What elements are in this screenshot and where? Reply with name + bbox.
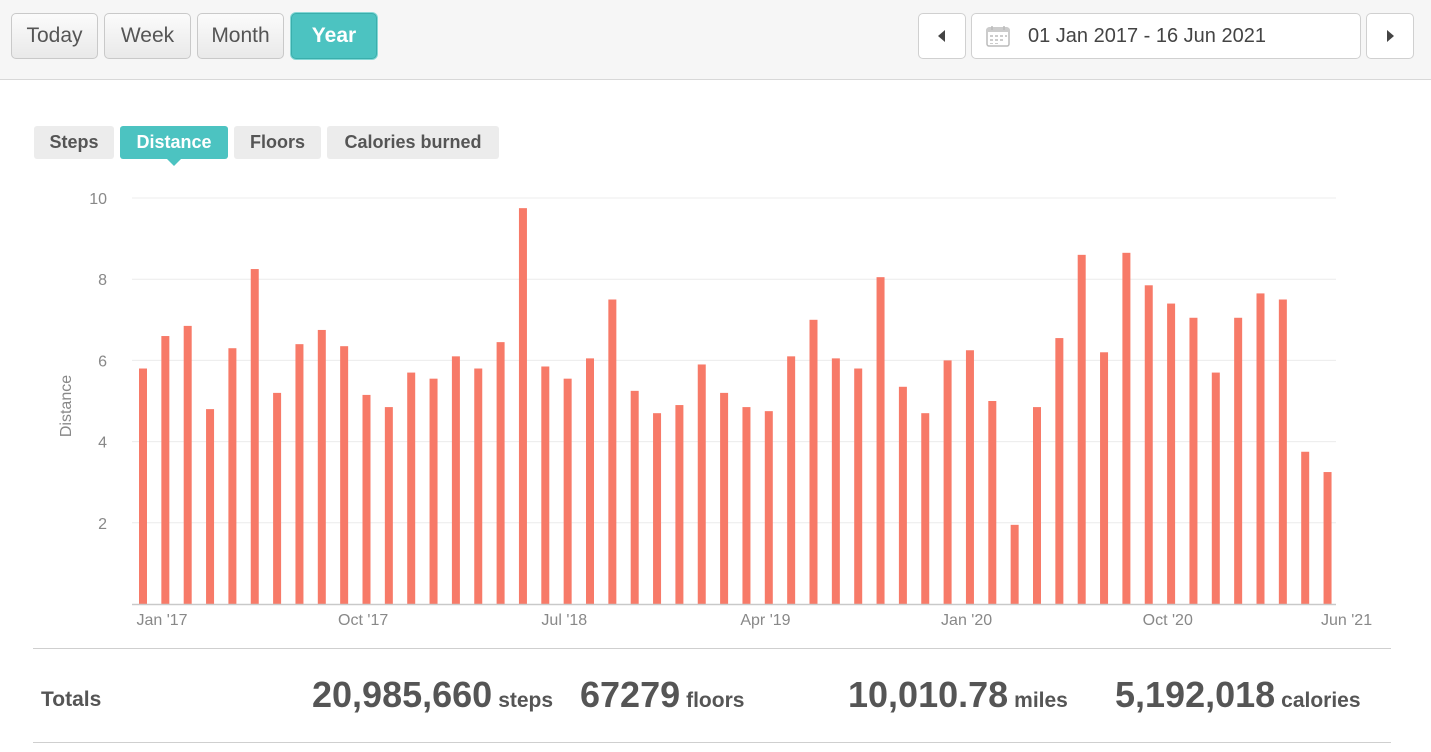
bar bbox=[518, 208, 527, 604]
bar bbox=[541, 366, 550, 604]
y-tick-label: 2 bbox=[98, 516, 107, 533]
bar bbox=[206, 409, 215, 604]
bar bbox=[988, 401, 997, 604]
bar bbox=[943, 360, 952, 604]
bar bbox=[697, 364, 706, 604]
triangle-right-icon bbox=[1387, 30, 1394, 42]
bar bbox=[1100, 352, 1109, 604]
x-tick-label: Jul '18 bbox=[541, 612, 587, 629]
distance-bar-chart: 2 4 6 8 10 Distance Jan '17 Oct '17 Jul '18 Apr '… bbox=[58, 191, 1372, 629]
total-calories: 5,192,018 calories bbox=[1115, 674, 1361, 716]
next-period-button[interactable] bbox=[1366, 13, 1414, 59]
month-button[interactable]: Month bbox=[197, 13, 284, 59]
x-tick-label: Apr '19 bbox=[740, 612, 790, 629]
bar bbox=[1010, 524, 1019, 604]
bar bbox=[1189, 317, 1198, 604]
bar bbox=[764, 411, 773, 604]
bar bbox=[429, 378, 438, 604]
bar bbox=[1301, 451, 1310, 604]
bar bbox=[1167, 303, 1176, 604]
week-button[interactable]: Week bbox=[104, 13, 191, 59]
bar bbox=[317, 329, 326, 604]
bar bbox=[653, 413, 662, 604]
bar bbox=[898, 386, 907, 604]
bar bbox=[1033, 407, 1041, 604]
totals-label: Totals bbox=[41, 688, 102, 711]
today-button[interactable]: Today bbox=[11, 13, 98, 59]
bar bbox=[340, 346, 349, 604]
bar bbox=[1323, 472, 1332, 604]
bar bbox=[675, 405, 684, 604]
previous-period-button[interactable] bbox=[918, 13, 966, 59]
total-miles: 10,010.78 miles bbox=[848, 674, 1068, 716]
total-floors-unit: floors bbox=[686, 689, 745, 712]
total-floors: 67279 floors bbox=[580, 674, 744, 716]
tab-distance[interactable]: Distance bbox=[120, 126, 228, 166]
bar bbox=[586, 358, 594, 604]
y-tick-label: 8 bbox=[98, 272, 107, 289]
bar bbox=[563, 378, 572, 604]
bar bbox=[161, 336, 170, 604]
bar bbox=[496, 342, 505, 604]
date-range-picker[interactable]: 01 Jan 2017 - 16 Jun 2021 bbox=[971, 13, 1361, 59]
bar bbox=[720, 392, 729, 604]
totals-top-divider bbox=[33, 648, 1391, 649]
total-miles-unit: miles bbox=[1014, 689, 1068, 712]
x-tick-label: Jun '21 bbox=[1321, 612, 1372, 629]
bar bbox=[1256, 293, 1265, 604]
bar bbox=[139, 368, 147, 604]
date-range-text: 01 Jan 2017 - 16 Jun 2021 bbox=[1028, 24, 1266, 47]
year-button[interactable]: Year bbox=[291, 13, 377, 59]
bar bbox=[407, 372, 416, 604]
total-calories-unit: calories bbox=[1281, 689, 1361, 712]
bar bbox=[921, 413, 930, 604]
bar bbox=[362, 394, 371, 604]
x-tick-label: Oct '20 bbox=[1143, 612, 1193, 629]
x-tick-label: Oct '17 bbox=[338, 612, 388, 629]
bar bbox=[228, 348, 237, 604]
bar bbox=[876, 277, 885, 604]
tab-steps[interactable]: Steps bbox=[34, 126, 114, 159]
total-miles-value: 10,010.78 bbox=[848, 674, 1009, 715]
bar bbox=[273, 392, 282, 604]
bar bbox=[474, 368, 483, 604]
total-steps: 20,985,660 steps bbox=[312, 674, 553, 716]
bar bbox=[1211, 372, 1220, 604]
tab-calories-burned[interactable]: Calories burned bbox=[327, 126, 499, 159]
toolbar: Today Week Month Year 01 Jan 2017 - 16 J… bbox=[0, 0, 1431, 80]
y-tick-label: 4 bbox=[98, 435, 107, 452]
bar bbox=[809, 319, 818, 604]
y-tick-label: 10 bbox=[89, 191, 107, 208]
bar bbox=[1055, 338, 1064, 604]
bar bbox=[295, 344, 304, 604]
bar bbox=[1278, 299, 1287, 604]
y-axis-title: Distance bbox=[58, 375, 75, 437]
y-tick-label: 6 bbox=[98, 353, 107, 370]
bar bbox=[630, 390, 639, 604]
bar bbox=[965, 350, 974, 604]
calendar-icon bbox=[986, 26, 1010, 47]
bar bbox=[1144, 285, 1153, 604]
x-tick-label: Jan '17 bbox=[136, 612, 187, 629]
bar bbox=[854, 368, 863, 604]
bar bbox=[384, 407, 393, 604]
bar bbox=[1234, 317, 1243, 604]
totals-bottom-divider bbox=[33, 742, 1391, 743]
bar bbox=[831, 358, 840, 604]
bar bbox=[250, 269, 259, 604]
bar bbox=[451, 356, 460, 604]
bar bbox=[1077, 254, 1086, 604]
x-tick-label: Jan '20 bbox=[941, 612, 992, 629]
bar bbox=[183, 325, 192, 604]
bar bbox=[608, 299, 617, 604]
total-steps-unit: steps bbox=[498, 689, 554, 712]
total-floors-value: 67279 bbox=[580, 674, 681, 715]
bar bbox=[787, 356, 796, 604]
total-calories-value: 5,192,018 bbox=[1115, 674, 1276, 715]
triangle-left-icon bbox=[938, 30, 945, 42]
total-steps-value: 20,985,660 bbox=[312, 674, 493, 715]
bar bbox=[742, 407, 751, 604]
tab-floors[interactable]: Floors bbox=[234, 126, 321, 159]
bar bbox=[1122, 252, 1131, 604]
